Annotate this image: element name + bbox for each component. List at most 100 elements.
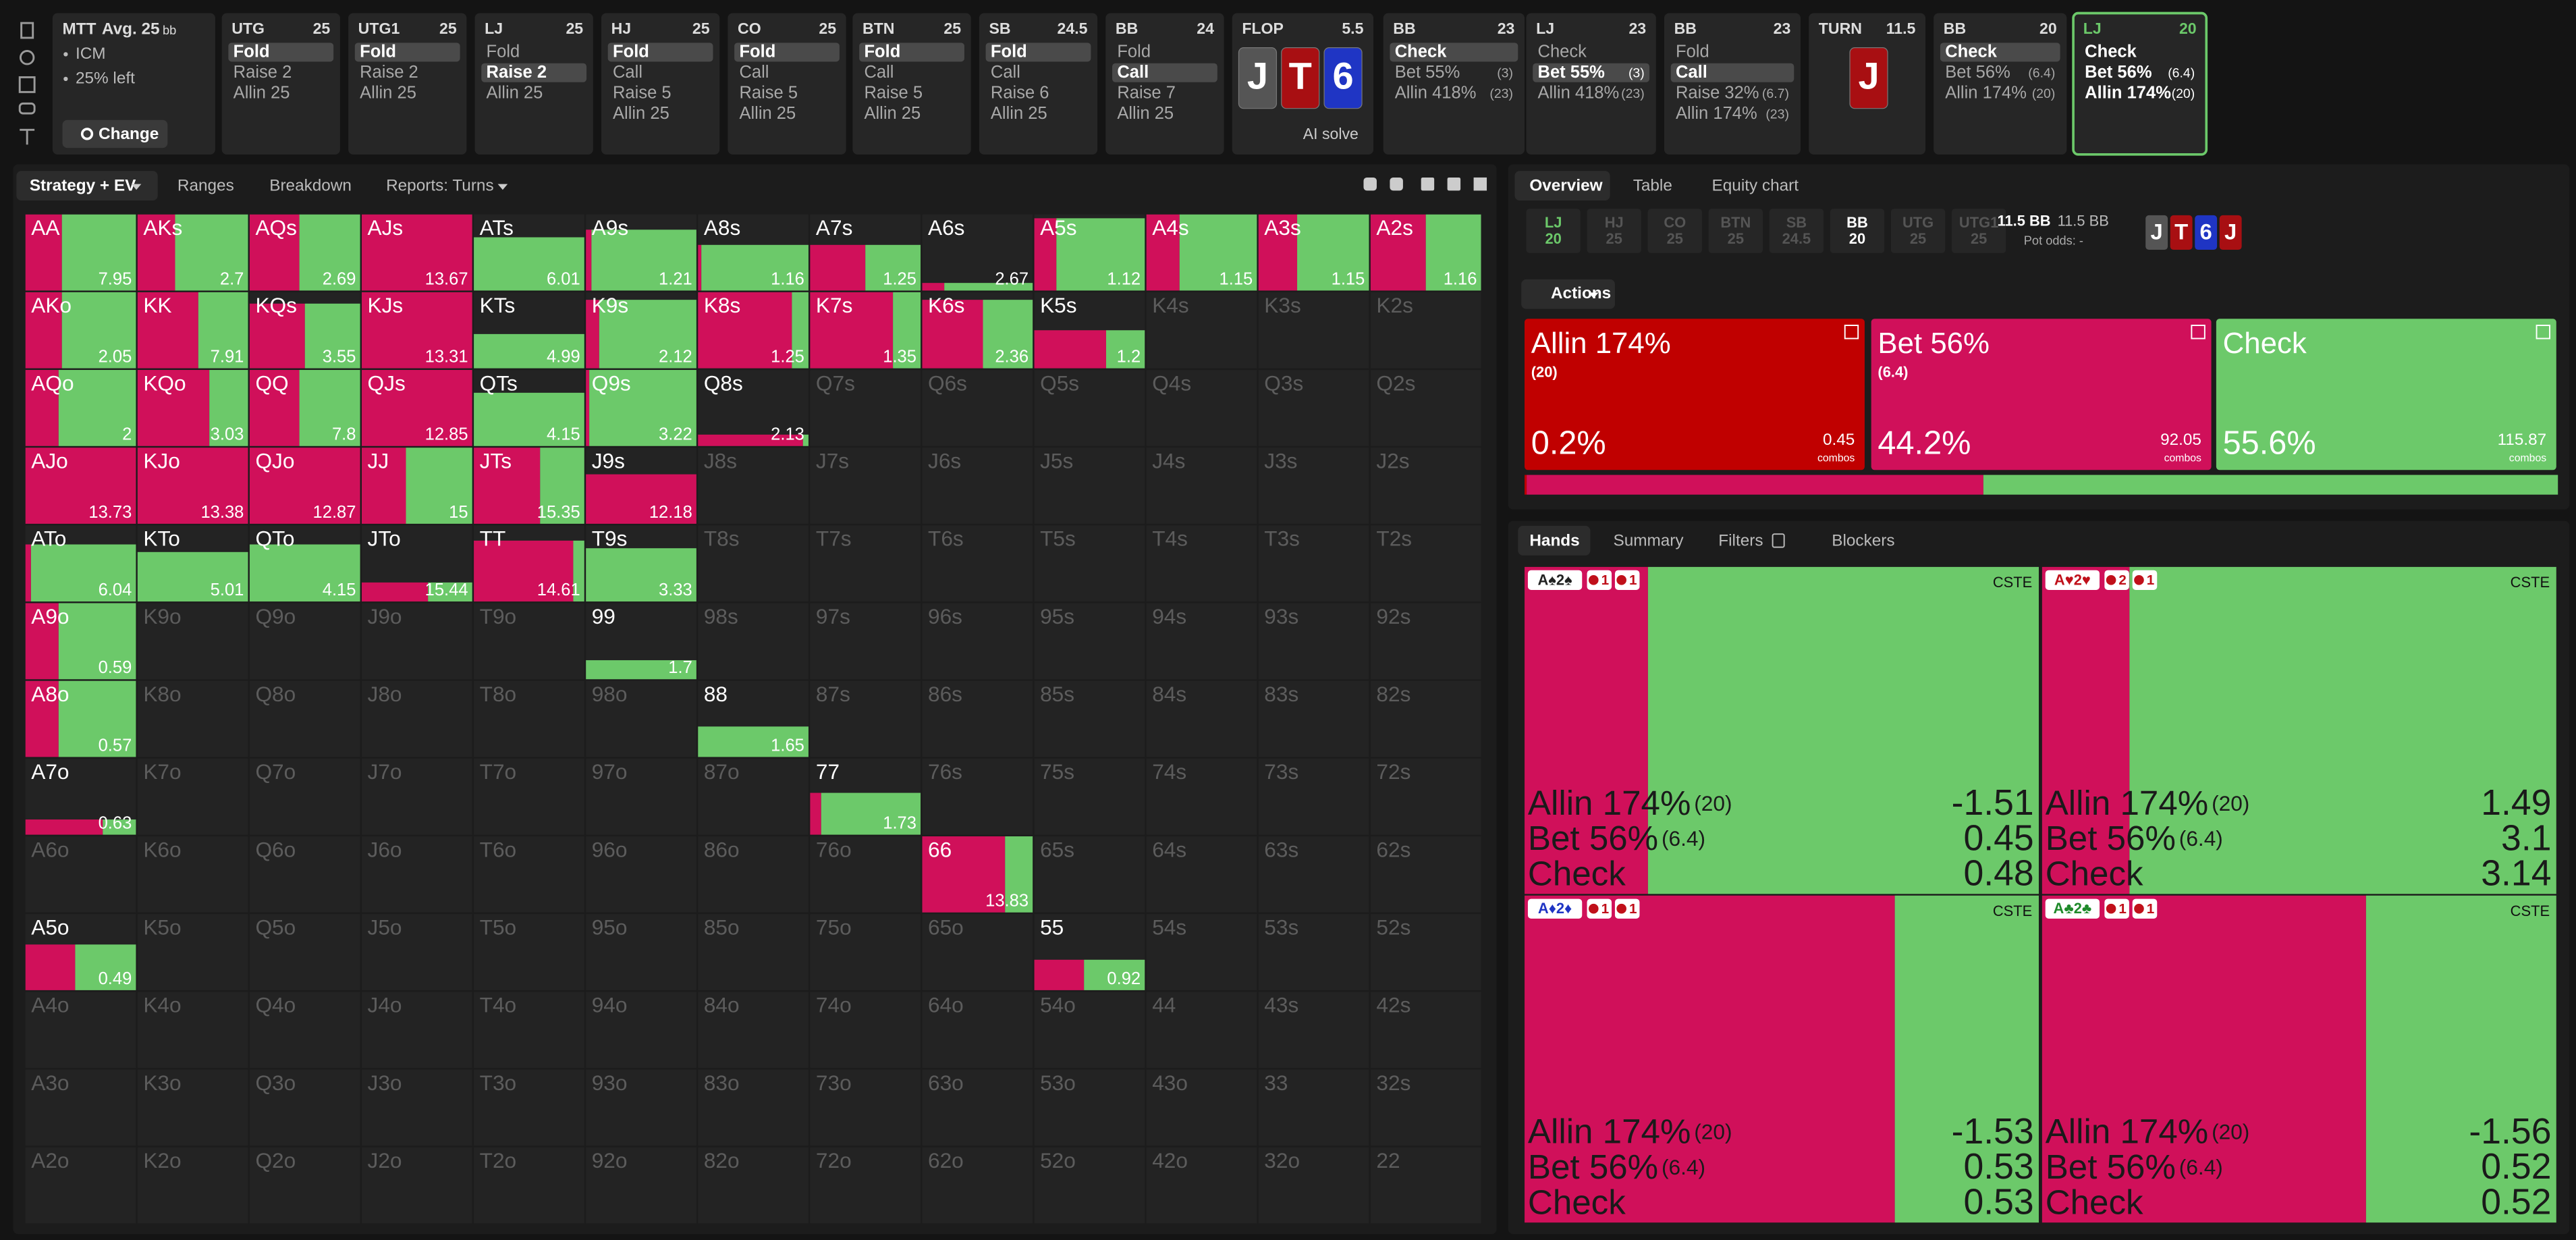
hand-cell[interactable]: [362, 758, 472, 835]
hand-cell[interactable]: [137, 836, 248, 913]
action-label[interactable]: Bet 56%: [1945, 63, 2010, 82]
hand-cell[interactable]: [1146, 525, 1257, 602]
ai-solve[interactable]: AI solve: [1303, 125, 1359, 142]
action-label[interactable]: Check: [1395, 43, 1447, 61]
hand-cell[interactable]: [137, 1147, 248, 1224]
icon[interactable]: [1390, 177, 1403, 191]
action-label[interactable]: Raise 7: [1117, 84, 1176, 103]
hand-cell[interactable]: [137, 914, 248, 990]
hand-cell[interactable]: [810, 992, 921, 1069]
action-label[interactable]: Call: [991, 63, 1020, 82]
hand-cell[interactable]: [698, 1069, 809, 1146]
icon[interactable]: [1421, 177, 1435, 191]
action-label[interactable]: Check: [1538, 43, 1587, 61]
hand-cell[interactable]: [25, 836, 136, 913]
hand-cell[interactable]: [922, 758, 1033, 835]
hand-cell[interactable]: [1146, 758, 1257, 835]
action-label[interactable]: Check: [2085, 43, 2137, 61]
action-label[interactable]: Check: [1945, 43, 1997, 61]
hand-cell[interactable]: [1258, 1147, 1369, 1224]
icon[interactable]: [1447, 177, 1461, 191]
hand-cell[interactable]: [1034, 1069, 1145, 1146]
action-label[interactable]: Allin 25: [613, 104, 669, 123]
action-box[interactable]: [1871, 319, 2212, 470]
action-label[interactable]: Bet 55%: [1395, 63, 1460, 82]
hand-cell[interactable]: [1258, 836, 1369, 913]
hand-cell[interactable]: [586, 758, 696, 835]
hand-cell[interactable]: [362, 914, 472, 990]
action-label[interactable]: Allin 25: [991, 104, 1047, 123]
hand-cell[interactable]: [698, 836, 809, 913]
hand-cell[interactable]: [586, 992, 696, 1069]
tab[interactable]: Equity chart: [1712, 177, 1799, 195]
hand-cell[interactable]: [1034, 758, 1145, 835]
action-label[interactable]: Call: [613, 63, 642, 82]
hand-cell[interactable]: [1034, 1147, 1145, 1224]
action-label[interactable]: Bet 55%: [1538, 63, 1606, 82]
hand-cell[interactable]: [1258, 914, 1369, 990]
hand-cell[interactable]: [1258, 292, 1369, 369]
hand-cell[interactable]: [810, 370, 921, 446]
action-label[interactable]: Raise 6: [991, 84, 1049, 103]
hand-cell[interactable]: [137, 680, 248, 757]
action-label[interactable]: Allin 25: [739, 104, 796, 123]
icon[interactable]: [19, 50, 35, 65]
hand-cell[interactable]: [1370, 525, 1481, 602]
hand-cell[interactable]: [922, 680, 1033, 757]
hand-cell[interactable]: [1146, 914, 1257, 990]
hand-cell[interactable]: [1146, 292, 1257, 369]
action-label[interactable]: Raise 32%: [1676, 84, 1759, 103]
hand-cell[interactable]: [474, 836, 584, 913]
action-label[interactable]: Fold: [1117, 43, 1151, 61]
hand-cell[interactable]: [1370, 992, 1481, 1069]
action-label[interactable]: Fold: [234, 43, 270, 61]
hand-cell[interactable]: [137, 603, 248, 680]
tab[interactable]: Table: [1633, 177, 1672, 195]
hand-cell[interactable]: [1034, 525, 1145, 602]
action-box[interactable]: [2216, 319, 2556, 470]
tab[interactable]: Filters: [1718, 532, 1763, 550]
action-label[interactable]: Fold: [487, 43, 520, 61]
hand-cell[interactable]: [474, 1147, 584, 1224]
hand-cell[interactable]: [810, 1069, 921, 1146]
action-label[interactable]: Fold: [613, 43, 649, 61]
hand-cell[interactable]: [1258, 680, 1369, 757]
hand-cell[interactable]: [810, 836, 921, 913]
hand-cell[interactable]: [249, 758, 360, 835]
change-button[interactable]: [62, 119, 168, 149]
hand-cell[interactable]: [922, 603, 1033, 680]
hand-cell[interactable]: [698, 914, 809, 990]
action-label[interactable]: Fold: [360, 43, 396, 61]
icon[interactable]: [18, 76, 36, 93]
hand-cell[interactable]: [474, 680, 584, 757]
action-label[interactable]: Allin 25: [1117, 104, 1174, 123]
action-label[interactable]: Raise 5: [739, 84, 798, 103]
hand-cell[interactable]: [698, 603, 809, 680]
hand-cell[interactable]: [1370, 1069, 1481, 1146]
hand-cell[interactable]: [137, 1069, 248, 1146]
hand-cell[interactable]: [137, 992, 248, 1069]
hand-cell[interactable]: [249, 992, 360, 1069]
hand-cell[interactable]: [362, 680, 472, 757]
action-label[interactable]: Allin 418%: [1395, 84, 1477, 103]
hand-cell[interactable]: [474, 758, 584, 835]
action-label[interactable]: Bet 56%: [2085, 63, 2152, 82]
hand-cell[interactable]: [1258, 525, 1369, 602]
hand-cell[interactable]: [586, 914, 696, 990]
hand-cell[interactable]: [1370, 292, 1481, 369]
hand-cell[interactable]: [1146, 370, 1257, 446]
hand-cell[interactable]: [586, 680, 696, 757]
action-box[interactable]: [1525, 319, 1865, 470]
hand-cell[interactable]: [922, 448, 1033, 524]
hand-cell[interactable]: [698, 525, 809, 602]
hand-cell[interactable]: [1034, 603, 1145, 680]
hand-cell[interactable]: [1146, 448, 1257, 524]
hand-cell[interactable]: [698, 992, 809, 1069]
hand-cell[interactable]: [922, 1147, 1033, 1224]
hand-cell[interactable]: [474, 603, 584, 680]
icon[interactable]: [18, 102, 36, 115]
hand-cell[interactable]: [249, 836, 360, 913]
hand-cell[interactable]: [1258, 1069, 1369, 1146]
hand-cell[interactable]: [922, 525, 1033, 602]
hand-cell[interactable]: [1146, 603, 1257, 680]
